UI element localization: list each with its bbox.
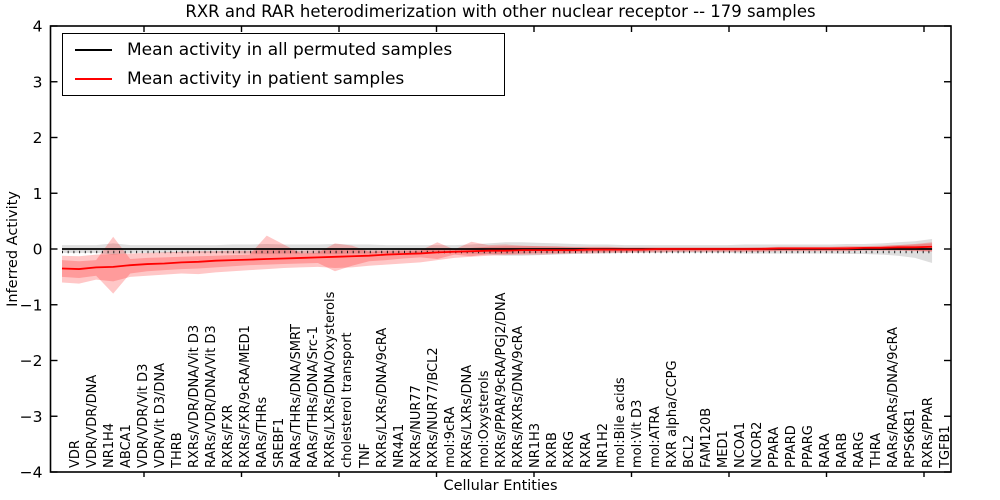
x-tick-label: RXR alpha/CCPG [664, 360, 680, 468]
x-tick-label: RARs/RARs/DNA/9cRA [886, 327, 902, 468]
x-tick-label: RXRs/LXRs/DNA [459, 364, 475, 468]
x-tick-label: RARs/THRs/DNA/SMRT [289, 324, 305, 468]
x-tick-label: mol:ATRA [647, 406, 663, 468]
x-tick-label: PPARG [801, 425, 817, 468]
x-tick-label: SREBF1 [272, 417, 288, 468]
x-tick-label: VDR [67, 440, 83, 468]
x-tick-label: VDR/Vit D3/DNA [152, 362, 168, 468]
y-tick-label: −2 [20, 352, 43, 370]
x-tick-label: mol:9cRA [442, 406, 458, 468]
y-tick-label: 2 [33, 129, 43, 147]
y-tick-label: 1 [33, 185, 43, 203]
permuted-line-swatch [75, 49, 112, 52]
x-tick-label: RXRs/PPAR/9cRA/PGJ2/DNA [494, 292, 509, 469]
y-tick-label: −4 [20, 464, 43, 482]
legend: Mean activity in all permuted samples Me… [62, 33, 505, 96]
x-tick-label: RXRs/LXRs/DNA/9cRA [374, 327, 390, 468]
x-tick-label: VDR/VDR/Vit D3 [135, 363, 151, 468]
y-tick-label: 4 [33, 18, 43, 36]
x-tick-label: RXRs/RXRs/DNA/9cRA [511, 325, 527, 468]
x-tick-label: RXRs/PPAR [920, 397, 936, 468]
patient-range-inner-band [62, 235, 933, 294]
x-tick-label: THRA [869, 432, 885, 468]
x-tick-label: TGFB1 [937, 425, 953, 468]
y-tick-label: −1 [20, 296, 43, 314]
x-tick-label: cholesterol transport [340, 332, 356, 468]
y-tick-label: 0 [33, 241, 43, 259]
x-tick-label: RXRG [562, 430, 578, 468]
x-tick-label: mol:Bile acids [613, 377, 629, 468]
y-tick-label: 3 [33, 73, 43, 91]
x-tick-label: RXRs/FXR/9cRA/MED1 [238, 325, 254, 468]
x-tick-label: PPARD [784, 425, 800, 468]
patient-range-outer-band [62, 243, 933, 284]
x-tick-label: RXRs/FXR [221, 404, 237, 468]
patient-line-swatch [75, 77, 112, 80]
x-tick-label: VDR/VDR/DNA [84, 374, 100, 468]
x-tick-label: THRB [169, 432, 185, 468]
chart-title: RXR and RAR heterodimerization with othe… [185, 2, 816, 21]
legend-label-patient: Mean activity in patient samples [127, 68, 405, 89]
x-tick-label: NR4A1 [391, 423, 407, 468]
x-tick-label: NCOR2 [749, 421, 765, 468]
y-tick-label: −3 [20, 408, 43, 426]
x-tick-label: RXRs/NUR77/BCL2 [425, 347, 441, 468]
legend-label-permuted: Mean activity in all permuted samples [127, 40, 453, 61]
x-tick-label: RXRB [545, 432, 561, 468]
x-tick-label: MED1 [715, 430, 731, 468]
x-tick-label: NCOA1 [732, 422, 748, 468]
y-axis-label: Inferred Activity [5, 191, 21, 307]
legend-item-patient: Mean activity in patient samples [63, 69, 504, 89]
x-tick-label: RPS6KB1 [903, 408, 919, 468]
x-tick-label: TNF [357, 442, 373, 468]
x-tick-label: RXRs/VDR/DNA/Vit D3 [186, 324, 202, 468]
x-tick-label: NR1H3 [528, 422, 544, 468]
x-tick-label: RXRA [579, 432, 595, 468]
x-tick-label: RARB [835, 432, 851, 468]
legend-item-permuted: Mean activity in all permuted samples [63, 40, 504, 60]
x-tick-label: RXRs/NUR77 [408, 385, 424, 468]
patient-mean-line [61, 245, 933, 270]
x-tick-label: RARs/THRs/DNA/Src-1 [306, 326, 322, 468]
x-tick-label: PPARA [766, 426, 782, 468]
x-tick-label: BCL2 [681, 434, 697, 468]
x-tick-label: RARG [852, 431, 868, 468]
x-tick-label: mol:Oxysterols [476, 370, 492, 469]
x-tick-label: RARA [818, 433, 834, 468]
x-tick-label: RARs/VDR/DNA/Vit D3 [203, 325, 219, 468]
x-tick-label: mol:Vit D3 [630, 399, 646, 468]
x-tick-label: NR1H2 [596, 422, 612, 468]
x-axis-label: Cellular Entities [443, 478, 558, 494]
x-tick-label: ABCA1 [118, 424, 134, 468]
x-tick-label: RXRs/LXRs/DNA/Oxysterols [323, 291, 339, 468]
x-tick-label: NR1H4 [101, 422, 117, 468]
x-tick-label: RARs/THRs [255, 396, 271, 468]
x-tick-label: FAM120B [698, 407, 714, 468]
